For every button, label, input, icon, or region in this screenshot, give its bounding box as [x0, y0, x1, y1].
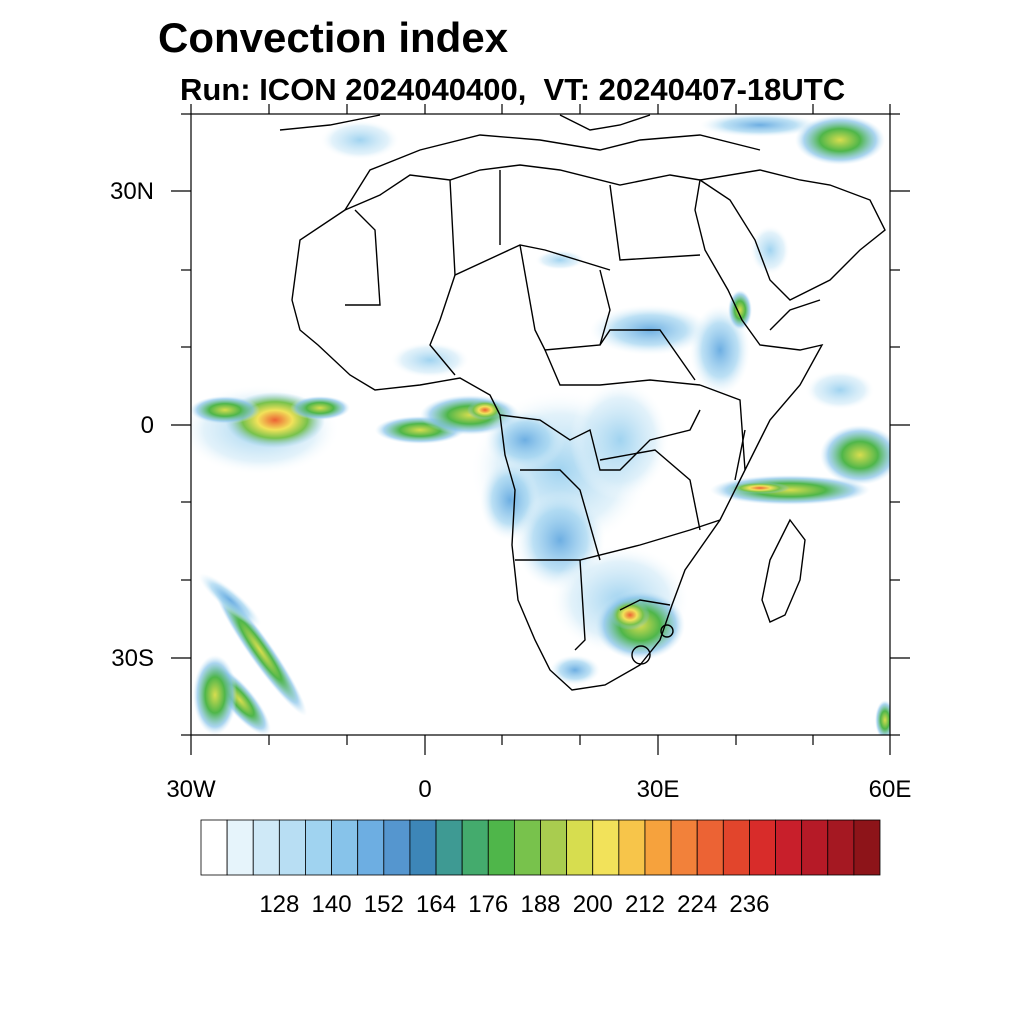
lat-label-30s: 30S — [111, 645, 154, 672]
colorbar-box — [278, 819, 306, 876]
convection-field — [191, 114, 890, 735]
lon-label-60e: 60E — [869, 776, 912, 803]
colorbar — [200, 819, 881, 876]
colorbar-box — [461, 819, 489, 876]
chart-title: Convection index — [158, 14, 509, 61]
chart-subtitle: Run: ICON 2024040400, VT: 20240407-18UTC — [180, 72, 846, 107]
colorbar-box — [853, 819, 881, 876]
colorbar-box — [305, 819, 332, 876]
colorbar-box — [801, 819, 829, 876]
lat-label-0: 0 — [141, 412, 154, 439]
colorbar-box — [409, 819, 437, 876]
colorbar-box — [383, 819, 411, 876]
colorbar-box — [749, 819, 776, 876]
colorbar-box — [670, 819, 698, 876]
colorbar-box — [226, 819, 254, 876]
colorbar-label: 176 — [468, 891, 508, 918]
colorbar-box — [252, 819, 280, 876]
colorbar-label: 200 — [573, 891, 613, 918]
colorbar-box — [618, 819, 646, 876]
colorbar-label: 212 — [625, 891, 665, 918]
colorbar-box — [722, 819, 750, 876]
colorbar-label: 128 — [259, 891, 299, 918]
colorbar-box — [513, 819, 541, 876]
coastlines — [279, 114, 886, 691]
colorbar-box — [592, 819, 620, 876]
axis-ticks — [171, 104, 910, 755]
colorbar-label: 236 — [729, 891, 769, 918]
colorbar-box — [540, 819, 568, 876]
colorbar-box — [200, 819, 228, 876]
colorbar-box — [487, 819, 515, 876]
lat-label-30n: 30N — [110, 178, 154, 205]
colorbar-box — [357, 819, 385, 876]
colorbar-label: 188 — [520, 891, 560, 918]
colorbar-box — [566, 819, 594, 876]
colorbar-label: 140 — [312, 891, 352, 918]
colorbar-box — [827, 819, 855, 876]
lon-label-0: 0 — [418, 776, 431, 803]
colorbar-box — [696, 819, 724, 876]
lon-label-30e: 30E — [637, 776, 680, 803]
colorbar-box — [775, 819, 803, 876]
lon-label-30w: 30W — [166, 776, 216, 803]
colorbar-box — [644, 819, 672, 876]
colorbar-box — [331, 819, 359, 876]
colorbar-label: 152 — [364, 891, 404, 918]
colorbar-label: 224 — [677, 891, 717, 918]
colorbar-box — [435, 819, 463, 876]
colorbar-label: 164 — [416, 891, 456, 918]
colorbar-labels: 128 140 152 164 176 188 200 212 224 236 — [259, 891, 769, 918]
